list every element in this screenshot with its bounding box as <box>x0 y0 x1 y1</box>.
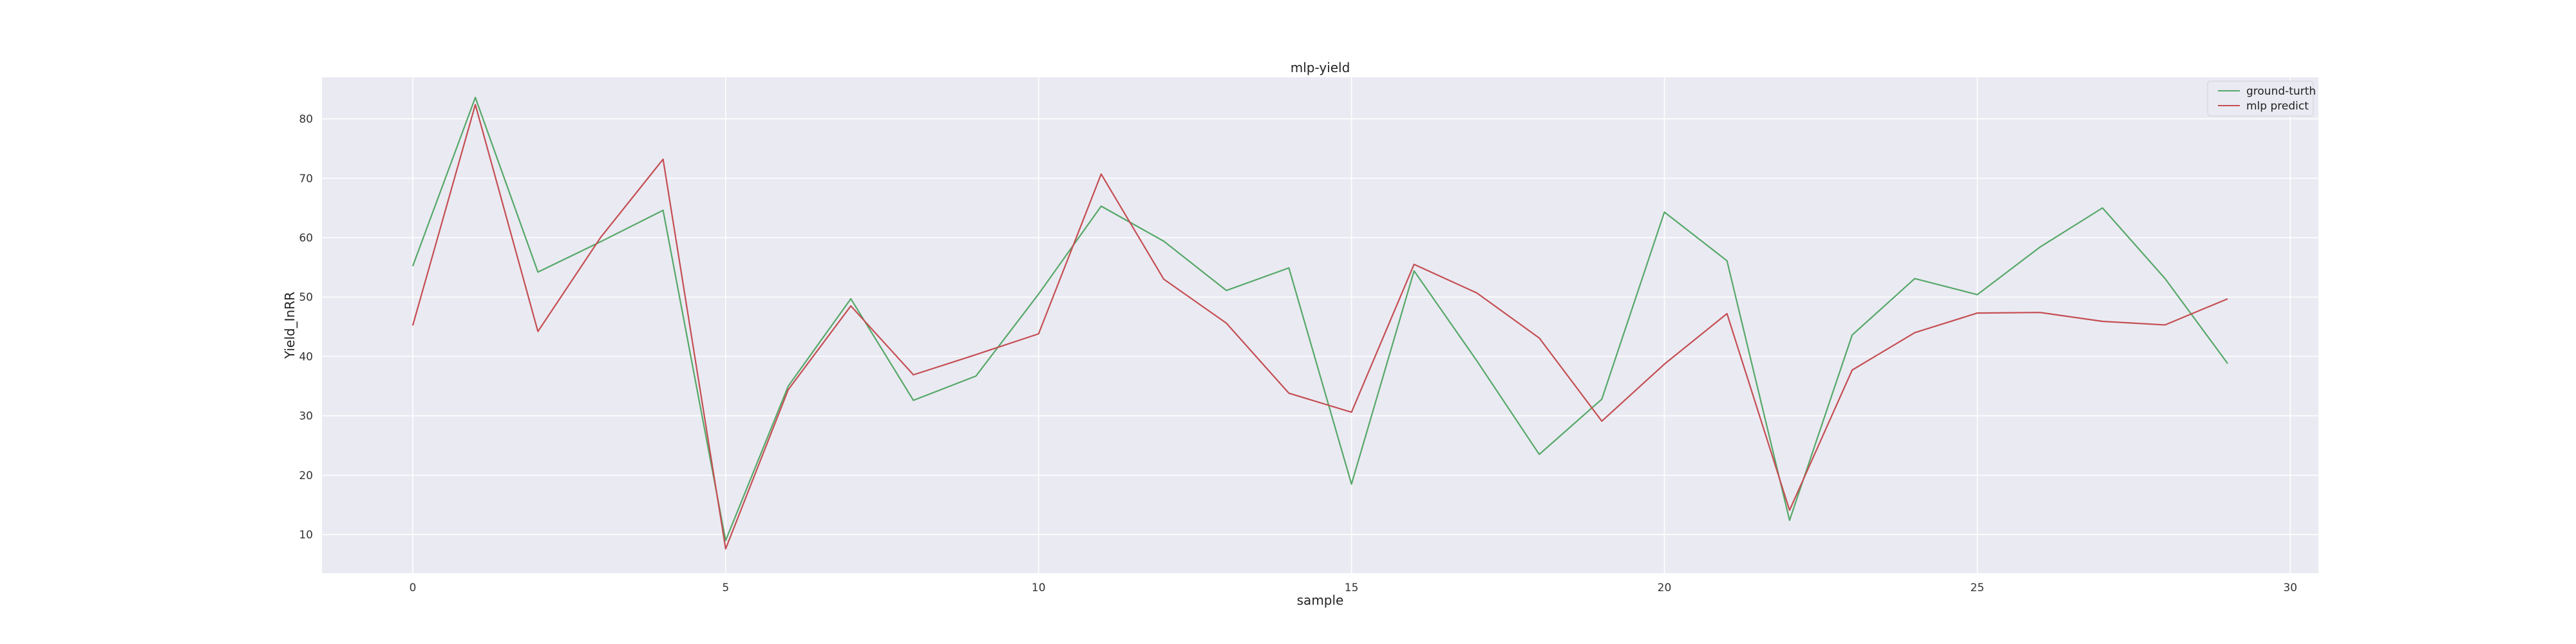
y-tick-label: 70 <box>299 173 313 185</box>
ticks: 0 5 10 15 20 25 30 10 20 30 40 50 60 70 80 <box>299 113 2297 594</box>
x-axis-label: sample <box>1297 592 1344 608</box>
x-tick-label: 25 <box>1971 582 1985 594</box>
x-tick-label: 5 <box>722 582 729 594</box>
y-tick-label: 80 <box>299 113 313 126</box>
y-tick-label: 40 <box>299 350 313 363</box>
y-tick-label: 10 <box>299 529 313 542</box>
legend-label-ground-turth: ground-turth <box>2246 85 2316 98</box>
series-layer <box>412 97 2228 550</box>
x-tick-label: 0 <box>409 582 416 594</box>
grid <box>322 77 2318 573</box>
legend: ground-turth mlp predict <box>2207 80 2316 117</box>
series-line-mlp-predict <box>412 104 2228 550</box>
y-tick-label: 20 <box>299 469 313 482</box>
plot-area <box>322 77 2318 573</box>
legend-label-mlp-predict: mlp predict <box>2246 100 2309 113</box>
x-tick-label: 10 <box>1032 582 1046 594</box>
legend-box <box>2207 80 2314 117</box>
y-tick-label: 60 <box>299 232 313 245</box>
y-tick-label: 30 <box>299 410 313 423</box>
y-tick-label: 50 <box>299 291 313 304</box>
x-tick-label: 15 <box>1345 582 1359 594</box>
chart-title: mlp-yield <box>1291 60 1350 75</box>
x-tick-label: 30 <box>2283 582 2297 594</box>
x-tick-label: 20 <box>1658 582 1672 594</box>
y-axis-label: Yield_InRR <box>282 292 298 359</box>
